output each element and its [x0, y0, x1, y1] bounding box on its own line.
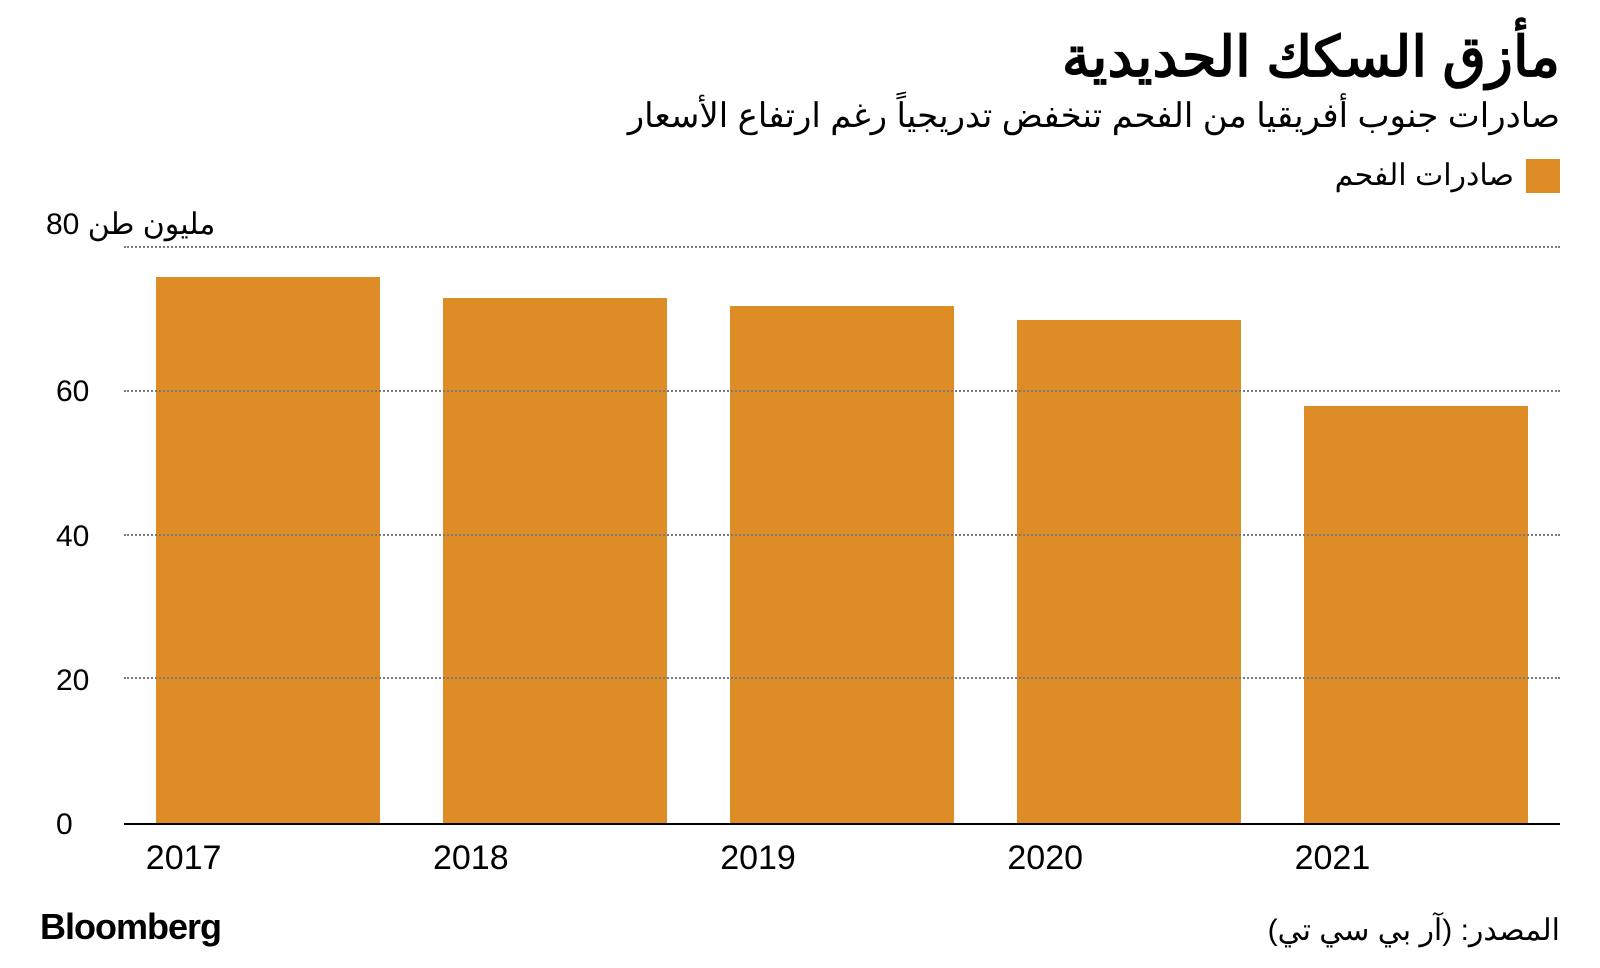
y-axis: 0204060: [40, 248, 124, 825]
bars-group: [124, 248, 1560, 823]
y-tick-label: 20: [40, 664, 89, 698]
bar: [1017, 320, 1241, 823]
plot-area: [124, 248, 1560, 825]
legend: صادرات الفحم: [40, 158, 1560, 193]
x-tick-label: 2018: [327, 839, 614, 878]
x-axis: 20172018201920202021: [40, 839, 1560, 878]
brand-label: Bloomberg: [40, 906, 221, 948]
bar: [443, 298, 667, 823]
bar: [730, 306, 954, 824]
bar-slot: [986, 248, 1273, 823]
bar: [1304, 406, 1528, 823]
chart-container: مأزق السكك الحديدية صادرات جنوب أفريقيا …: [0, 0, 1600, 968]
x-tick-label: 2020: [902, 839, 1189, 878]
y-axis-title: 80 مليون طن: [40, 207, 1560, 242]
y-tick-label: 40: [40, 520, 89, 554]
chart-title: مأزق السكك الحديدية: [40, 24, 1560, 90]
x-tick-label: 2017: [40, 839, 327, 878]
gridline: [124, 534, 1560, 536]
bar-slot: [1273, 248, 1560, 823]
gridline: [124, 246, 1560, 248]
chart-area: 0 20 40 60 20172018201920202021: [40, 248, 1560, 878]
gridline: [124, 390, 1560, 392]
gridline: [124, 677, 1560, 679]
bar-slot: [124, 248, 411, 823]
plot-row: 0204060: [40, 248, 1560, 825]
legend-swatch: [1526, 159, 1560, 193]
source-label: المصدر: (آر بي سي تي): [1268, 913, 1560, 948]
chart-footer: Bloomberg المصدر: (آر بي سي تي): [40, 906, 1560, 948]
bar-slot: [411, 248, 698, 823]
x-tick-label: 2019: [614, 839, 901, 878]
legend-label: صادرات الفحم: [1335, 158, 1514, 193]
x-tick-label: 2021: [1189, 839, 1476, 878]
bar: [156, 277, 380, 823]
chart-subtitle: صادرات جنوب أفريقيا من الفحم تنخفض تدريج…: [40, 96, 1560, 136]
y-tick-label: 60: [40, 375, 89, 409]
y-tick-label: 0: [40, 808, 73, 842]
bar-slot: [698, 248, 985, 823]
